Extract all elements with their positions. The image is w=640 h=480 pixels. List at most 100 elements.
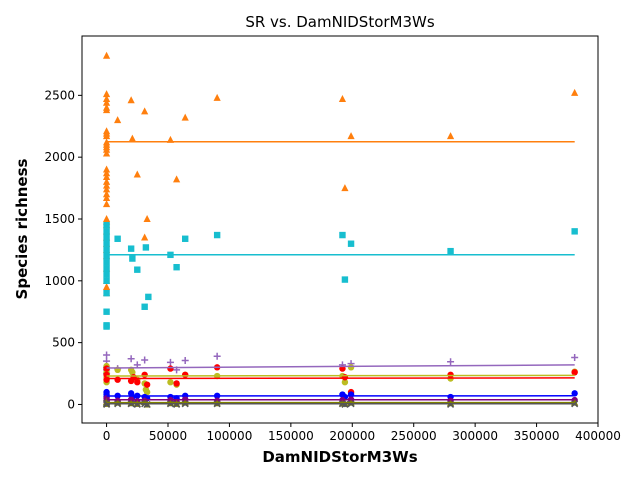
y-tick-label: 0 [67,397,75,411]
chart-title: SR vs. DamNIDStorM3Ws [245,13,435,31]
data-point [341,378,349,386]
data-point [128,134,136,142]
data-point [338,95,347,103]
data-point [145,293,152,301]
x-tick-label: 400000 [575,429,621,443]
x-axis-label: DamNIDStorM3Ws [262,448,417,466]
x-tick-label: 200000 [329,429,375,443]
data-point [102,282,111,290]
plot-frame [81,35,599,424]
data-point [173,264,180,271]
data-point [102,190,111,198]
data-point [129,255,136,262]
x-tick-label: 0 [103,429,111,443]
data-point [571,353,579,361]
data-point [446,132,455,140]
data-point [102,177,111,185]
data-point [167,365,174,372]
axes: 0 50000 100000 150000 200000 250000 300000 3500… [44,88,620,443]
data-point [102,106,111,114]
data-point [129,369,136,376]
data-point [213,93,221,101]
data-point [103,365,110,372]
data-point [141,303,148,310]
data-point [341,276,349,283]
data-point [103,221,110,229]
data-point [102,185,111,193]
fit-line-3 [106,364,575,369]
data-point [103,265,110,272]
data-point [103,351,111,359]
data-point [143,381,151,388]
data-point [103,234,110,241]
data-point [102,98,111,106]
data-point [347,364,355,371]
data-point [102,172,111,180]
x-tick-label: 250000 [391,429,437,443]
data-point [571,228,578,235]
data-point [103,277,110,285]
fit-line-5 [106,377,575,380]
data-point [181,357,189,365]
data-point [102,51,111,59]
data-point [181,113,189,121]
data-point [102,90,111,98]
y-tick-label: 1000 [44,274,75,288]
data-point [213,231,221,239]
data-point [102,165,111,173]
x-tick-label: 350000 [514,429,560,443]
data-point [134,266,141,273]
data-point [141,107,149,115]
data-point [127,96,135,104]
data-point [182,235,189,242]
data-point [103,259,110,266]
y-tick-label: 1500 [44,212,75,226]
data-point [341,184,349,192]
data-point [103,399,111,407]
data-point [103,252,110,260]
series-2 [103,221,578,330]
data-point [571,369,578,376]
data-point [213,352,221,360]
data-point [447,371,454,378]
data-point [133,170,141,178]
y-tick-label: 2500 [44,88,75,102]
x-tick-label: 150000 [268,429,314,443]
data-point [102,181,111,189]
x-tick-label: 300000 [452,429,498,443]
data-point [103,228,110,235]
data-point [447,247,454,255]
data-point [103,240,110,247]
data-point [102,169,111,177]
data-point [143,214,151,222]
data-point [134,378,141,386]
y-tick-label: 500 [52,336,75,350]
data-point [571,390,578,397]
data-point [166,358,174,366]
data-point [447,358,455,366]
data-point [142,244,150,251]
data-point [103,376,110,383]
data-point [102,193,111,201]
data-point [102,132,111,140]
data-point [173,175,181,183]
data-point [347,132,355,140]
data-point [127,355,135,363]
y-tick-label: 2000 [44,150,75,164]
data-point [182,371,189,378]
data-point [127,245,135,252]
data-point [114,376,121,383]
data-point [102,200,111,208]
data-point [102,95,111,103]
data-point [114,235,121,242]
y-axis-label: Species richness [13,158,31,299]
x-tick-label: 100000 [207,429,253,443]
data-point [102,149,111,157]
data-point [103,308,110,315]
data-point [141,356,149,364]
data-point [103,323,110,330]
data-point [571,88,579,96]
plot-area [102,51,579,408]
